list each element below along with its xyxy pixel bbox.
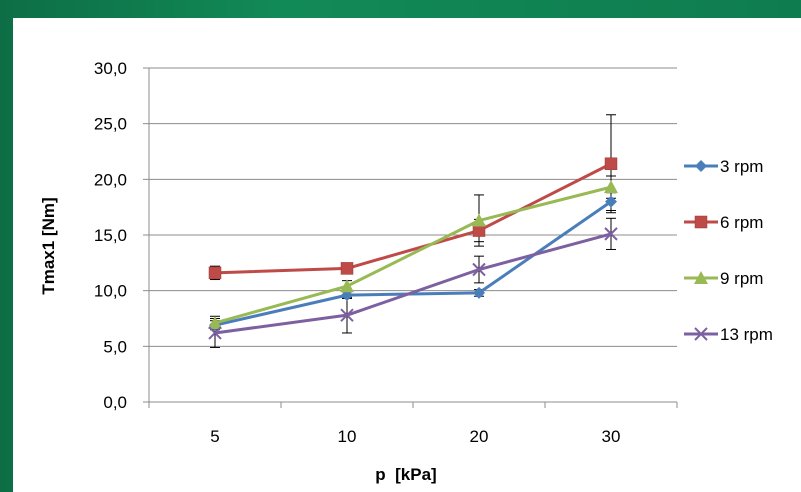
y-tick-label: 20,0 — [94, 170, 127, 189]
series-line — [214, 200, 612, 327]
legend-label: 13 rpm — [720, 325, 773, 344]
y-tick-label: 25,0 — [94, 115, 127, 134]
legend-label: 3 rpm — [720, 157, 763, 176]
series-line — [214, 185, 612, 325]
x-tick-label: 5 — [210, 427, 219, 446]
y-axis-title: Tmax1 [Nm] — [39, 197, 58, 294]
series-line — [214, 232, 612, 335]
x-tick-label: 10 — [338, 427, 357, 446]
series-markers — [208, 157, 618, 340]
data-point-x — [208, 326, 222, 340]
data-point-triangle — [694, 271, 708, 284]
legend-label: 9 rpm — [720, 269, 763, 288]
data-point-diamond — [695, 160, 707, 172]
data-point-square — [694, 215, 708, 229]
x-axis-title: p [kPa] — [375, 465, 436, 484]
data-point-triangle — [472, 213, 486, 227]
series-line — [214, 162, 612, 275]
axes — [143, 67, 678, 408]
y-tick-label: 5,0 — [103, 337, 127, 356]
y-tick-label: 0,0 — [103, 393, 127, 412]
legend-label: 6 rpm — [720, 213, 763, 232]
data-point-x — [604, 227, 618, 241]
gridlines — [149, 67, 677, 403]
data-point-triangle — [340, 279, 354, 293]
series-lines — [214, 162, 612, 335]
data-point-square — [208, 266, 222, 280]
data-point-x — [340, 308, 354, 322]
y-tick-label: 10,0 — [94, 282, 127, 301]
x-tick-label: 30 — [602, 427, 621, 446]
data-point-x — [694, 327, 708, 341]
data-point-diamond — [473, 286, 485, 299]
x-tick-label: 20 — [470, 427, 489, 446]
y-tick-labels: 0,0 5,0 10,0 15,0 20,0 25,0 30,0 — [94, 59, 127, 412]
data-point-diamond — [605, 195, 617, 208]
legend: 3 rpm 6 rpm 9 rpm 13 rpm — [684, 157, 773, 344]
data-point-square — [340, 262, 354, 275]
data-point-square — [604, 157, 618, 170]
y-tick-label: 15,0 — [94, 226, 127, 245]
data-point-triangle — [208, 315, 222, 329]
y-tick-label: 30,0 — [94, 59, 127, 78]
data-point-x — [472, 262, 486, 277]
data-point-triangle — [604, 180, 618, 194]
x-tick-labels: 5 10 20 30 — [210, 427, 620, 446]
